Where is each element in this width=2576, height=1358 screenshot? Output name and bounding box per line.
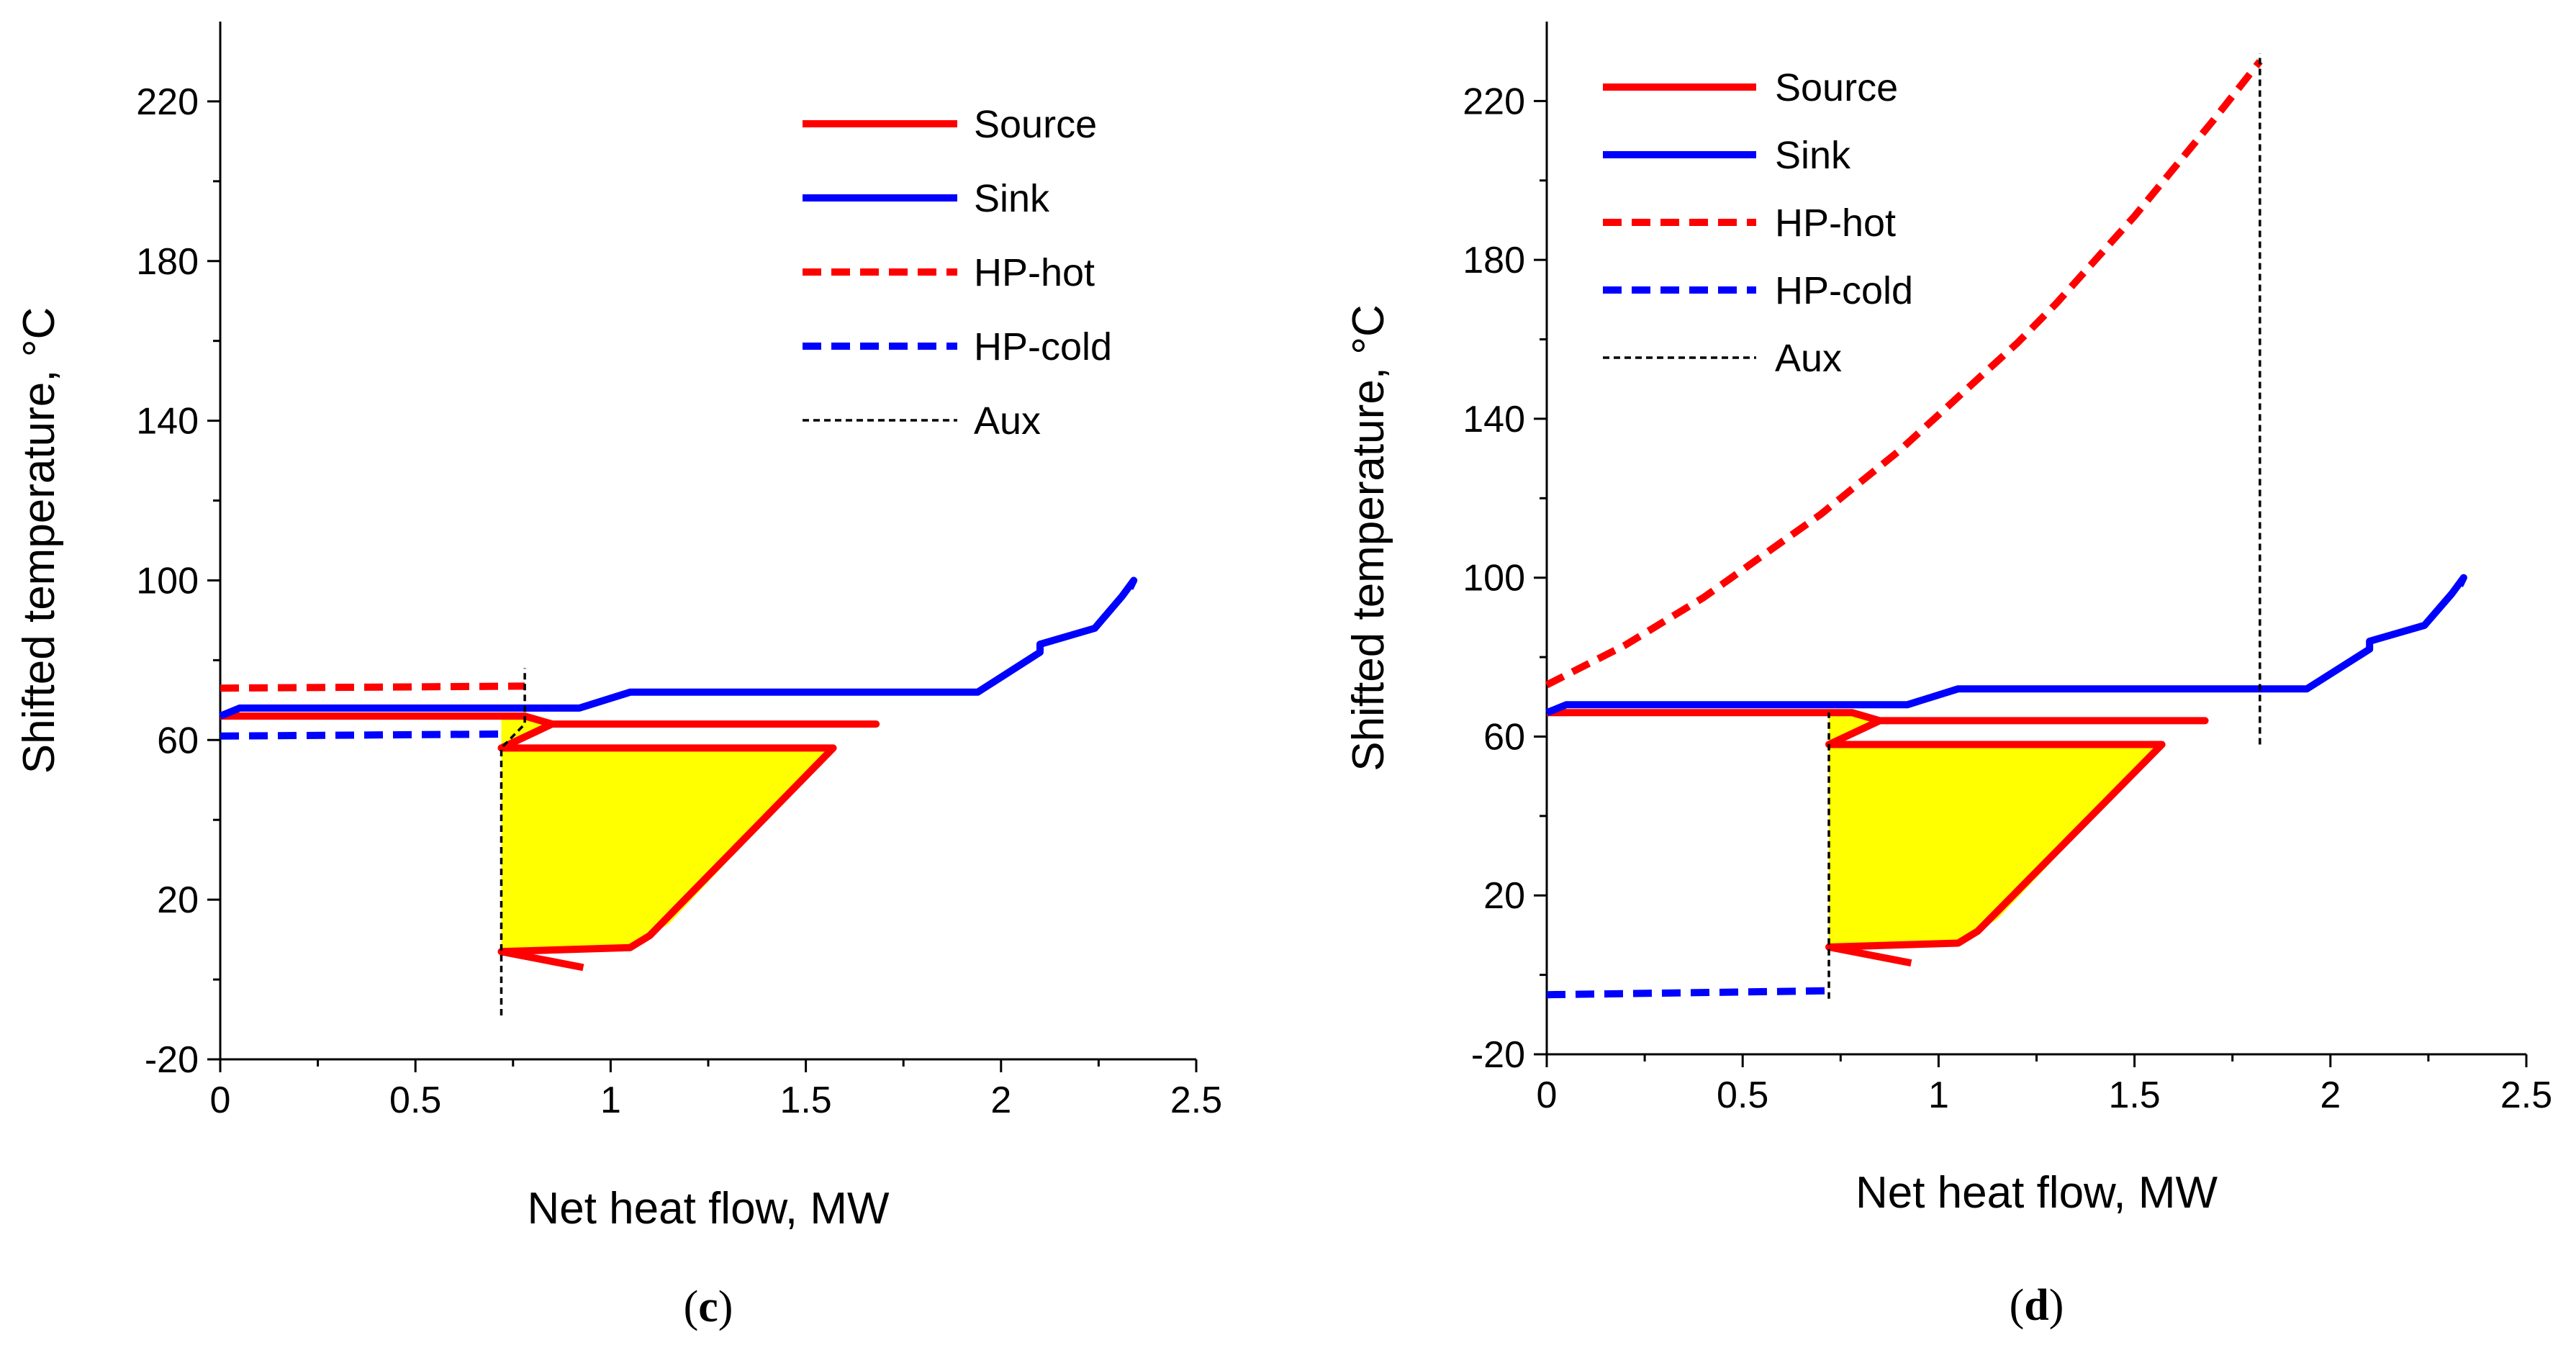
series-source-line — [220, 712, 880, 972]
x-tick-label: 2 — [990, 1079, 1011, 1121]
chart-panel-d: -20 20 60 100 140 180 220 0 0.5 1 1.5 2 2.5 Source Sin… — [1344, 22, 2552, 1330]
series-sink-line — [1545, 574, 2467, 716]
series-aux-line — [500, 668, 526, 1015]
y-tick-label: -20 — [1471, 1034, 1525, 1076]
legend-label-hp-cold: HP-cold — [1775, 269, 1913, 312]
y-tick-label: 60 — [157, 720, 199, 761]
y-tick-label: 20 — [1483, 875, 1525, 917]
x-tick-label: 1 — [1928, 1074, 1949, 1116]
shaded-region — [1829, 712, 2162, 947]
legend-label-sink: Sink — [974, 177, 1050, 220]
x-tick-label: 0.5 — [1717, 1074, 1768, 1116]
y-tick-label: -20 — [145, 1039, 199, 1081]
panel-label: (d) — [2010, 1281, 2064, 1330]
x-tick-label: 0.5 — [389, 1079, 441, 1121]
series-hp-hot-line — [1545, 59, 2263, 689]
shaded-region — [501, 716, 833, 952]
legend-label-hp-hot: HP-hot — [974, 251, 1095, 294]
legend-label-aux: Aux — [1775, 337, 1842, 380]
y-tick-label: 60 — [1483, 716, 1525, 758]
x-tick-label: 1.5 — [2108, 1074, 2160, 1116]
panel-label: (c) — [684, 1282, 733, 1331]
y-tick-label: 100 — [1463, 558, 1525, 599]
legend-label-source: Source — [974, 103, 1097, 146]
x-tick-label: 0 — [210, 1079, 231, 1121]
x-tick-label: 0 — [1537, 1074, 1558, 1116]
series-sink-line — [219, 576, 1138, 720]
chart-panel-c: -20 20 60 100 140 180 220 0 0.5 1 1.5 2 2.5 Source Sin… — [14, 22, 1222, 1331]
x-tick-label: 2 — [2320, 1074, 2341, 1116]
legend-label-source: Source — [1775, 66, 1898, 109]
series-hp-cold-line — [220, 730, 502, 740]
y-tick-label: 20 — [157, 879, 199, 921]
x-tick-label: 2.5 — [2500, 1074, 2552, 1116]
series-hp-hot-line — [220, 682, 525, 692]
y-tick-label: 220 — [136, 81, 199, 123]
legend-label-sink: Sink — [1775, 134, 1851, 177]
x-axis-title: Net heat flow, MW — [527, 1184, 890, 1233]
y-axis-title: Shifted temperature, °C — [1344, 304, 1393, 771]
x-tick-label: 2.5 — [1170, 1079, 1222, 1121]
series-hp-cold-line — [1546, 987, 1830, 999]
y-tick-label: 140 — [136, 401, 199, 443]
y-tick-label: 180 — [1463, 240, 1525, 281]
legend-label-hp-cold: HP-cold — [974, 325, 1112, 368]
x-tick-label: 1.5 — [779, 1079, 831, 1121]
x-axis-title: Net heat flow, MW — [1856, 1168, 2218, 1218]
x-tick-label: 1 — [600, 1079, 621, 1121]
y-tick-label: 140 — [1463, 399, 1525, 440]
series-source-line — [1547, 709, 2209, 967]
y-tick-label: 100 — [136, 560, 199, 602]
legend-label-hp-hot: HP-hot — [1775, 202, 1896, 245]
y-tick-label: 220 — [1463, 81, 1525, 122]
legend-label-aux: Aux — [974, 399, 1041, 443]
y-axis-title: Shifted temperature, °C — [14, 307, 64, 774]
y-tick-label: 180 — [136, 241, 199, 283]
